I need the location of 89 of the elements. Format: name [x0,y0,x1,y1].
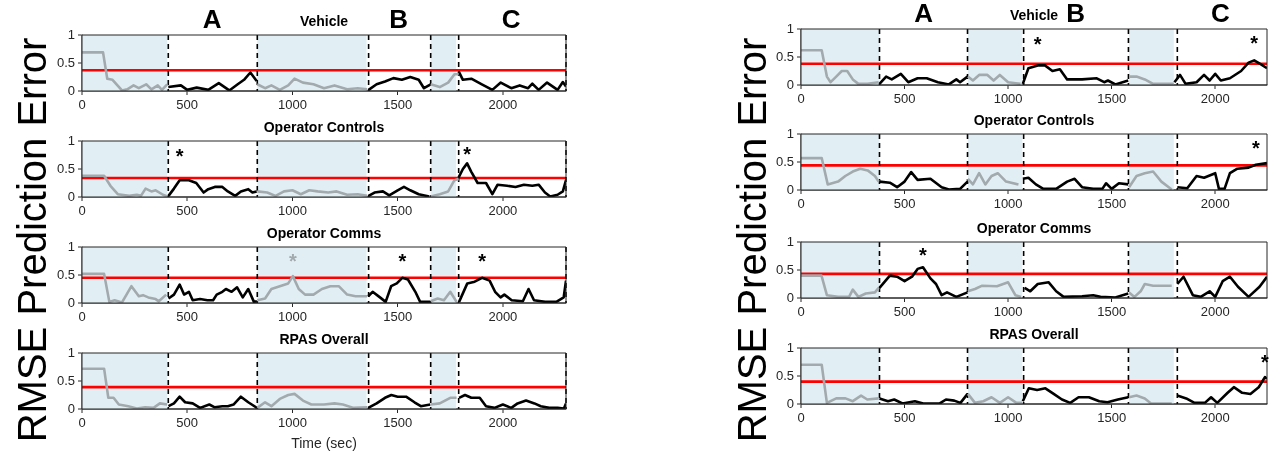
x-tick-label: 500 [176,415,199,431]
x-tick-label: 0 [797,410,805,426]
y-tick-label: 0 [786,181,794,197]
y-tick-label: 0.5 [56,372,75,388]
annotation: * [175,145,184,168]
annotation: * [463,142,472,165]
chart-title: Operator Comms [976,219,1092,236]
chart-title: Operator Controls [973,111,1095,128]
x-tick-label: 2000 [1200,410,1230,426]
x-tick-label: 500 [893,196,916,212]
x-tick-label: 0 [797,91,805,107]
y-tick-label: 0 [786,76,794,92]
x-tick-label: 2000 [488,309,518,325]
x-tick-label: 1500 [383,415,413,431]
x-tick-label: 2000 [488,203,518,219]
y-tick-label: 1 [786,125,794,141]
x-tick-label: 0 [78,415,86,431]
x-tick-label: 1000 [993,196,1023,212]
x-tick-label: 2000 [488,97,518,113]
x-tick-label: 500 [893,91,916,107]
text: A [202,4,222,35]
x-tick-label: 0 [797,196,805,212]
x-tick-label: 1500 [1097,91,1127,107]
x-tick-label: 0 [78,203,86,219]
text: A [914,0,934,29]
y-tick-label: 0 [67,294,75,310]
x-tick-label: 500 [176,97,199,113]
text: C [501,4,521,35]
chart-title: RPAS Overall [279,330,369,347]
annotation: * [398,250,407,273]
y-tick-label: 1 [786,20,794,36]
x-tick-label: 500 [176,203,199,219]
x-tick-label: 0 [78,97,86,113]
chart-title: Operator Controls [263,118,385,135]
y-tick-label: 1 [786,339,794,355]
text: B [1066,0,1086,29]
annotation: * [1033,32,1042,55]
y-tick-label: 0.5 [56,160,75,176]
annotation: * [919,244,928,267]
x-tick-label: 2000 [1200,91,1230,107]
x-tick-label: 1500 [383,97,413,113]
annotation: * [478,250,487,273]
x-tick-label: 1500 [383,203,413,219]
y-tick-label: 1 [67,26,75,42]
x-tick-label: 1000 [993,304,1023,320]
x-tick-label: 1000 [277,203,307,219]
y-tick-label: 0 [786,395,794,411]
y-tick-label: 1 [67,238,75,254]
x-tick-label: 2000 [1200,196,1230,212]
y-axis-title: RMSE Prediction Error [10,37,54,443]
x-tick-label: 1500 [1097,196,1127,212]
x-tick-label: 2000 [488,415,518,431]
x-tick-label: 1500 [383,309,413,325]
annotation: * [288,249,297,272]
x-tick-label: 500 [893,304,916,320]
y-tick-label: 0.5 [775,367,794,383]
x-tick-label: 500 [176,309,199,325]
text: B [389,4,408,35]
x-axis-title: Time (sec) [291,435,357,452]
x-tick-label: 1000 [277,309,307,325]
chart-title: Vehicle [1009,6,1059,23]
annotation: * [1250,32,1259,55]
chart-title: Operator Comms [266,224,382,241]
x-tick-label: 1000 [277,97,307,113]
y-tick-label: 0.5 [775,48,794,64]
y-tick-label: 0 [786,289,794,305]
y-tick-label: 0.5 [775,153,794,169]
x-tick-label: 1500 [1097,410,1127,426]
x-tick-label: 1000 [993,410,1023,426]
y-tick-label: 1 [67,132,75,148]
y-tick-label: 0 [67,400,75,416]
annotation: * [1251,137,1260,160]
x-tick-label: 1500 [1097,304,1127,320]
x-tick-label: 2000 [1200,304,1230,320]
x-tick-label: 1000 [993,91,1023,107]
annotation: * [1261,350,1270,373]
y-axis-title: RMSE Prediction Error [730,37,774,443]
x-tick-label: 1000 [277,415,307,431]
y-tick-label: 1 [67,344,75,360]
x-tick-label: 500 [893,410,916,426]
chart-title: Vehicle [299,12,349,29]
text: C [1211,0,1231,29]
x-tick-label: 0 [797,304,805,320]
x-tick-label: 0 [78,309,86,325]
y-tick-label: 0.5 [56,54,75,70]
chart-title: RPAS Overall [989,325,1079,342]
y-tick-label: 0.5 [775,261,794,277]
y-tick-label: 0.5 [56,266,75,282]
y-tick-label: 1 [786,233,794,249]
